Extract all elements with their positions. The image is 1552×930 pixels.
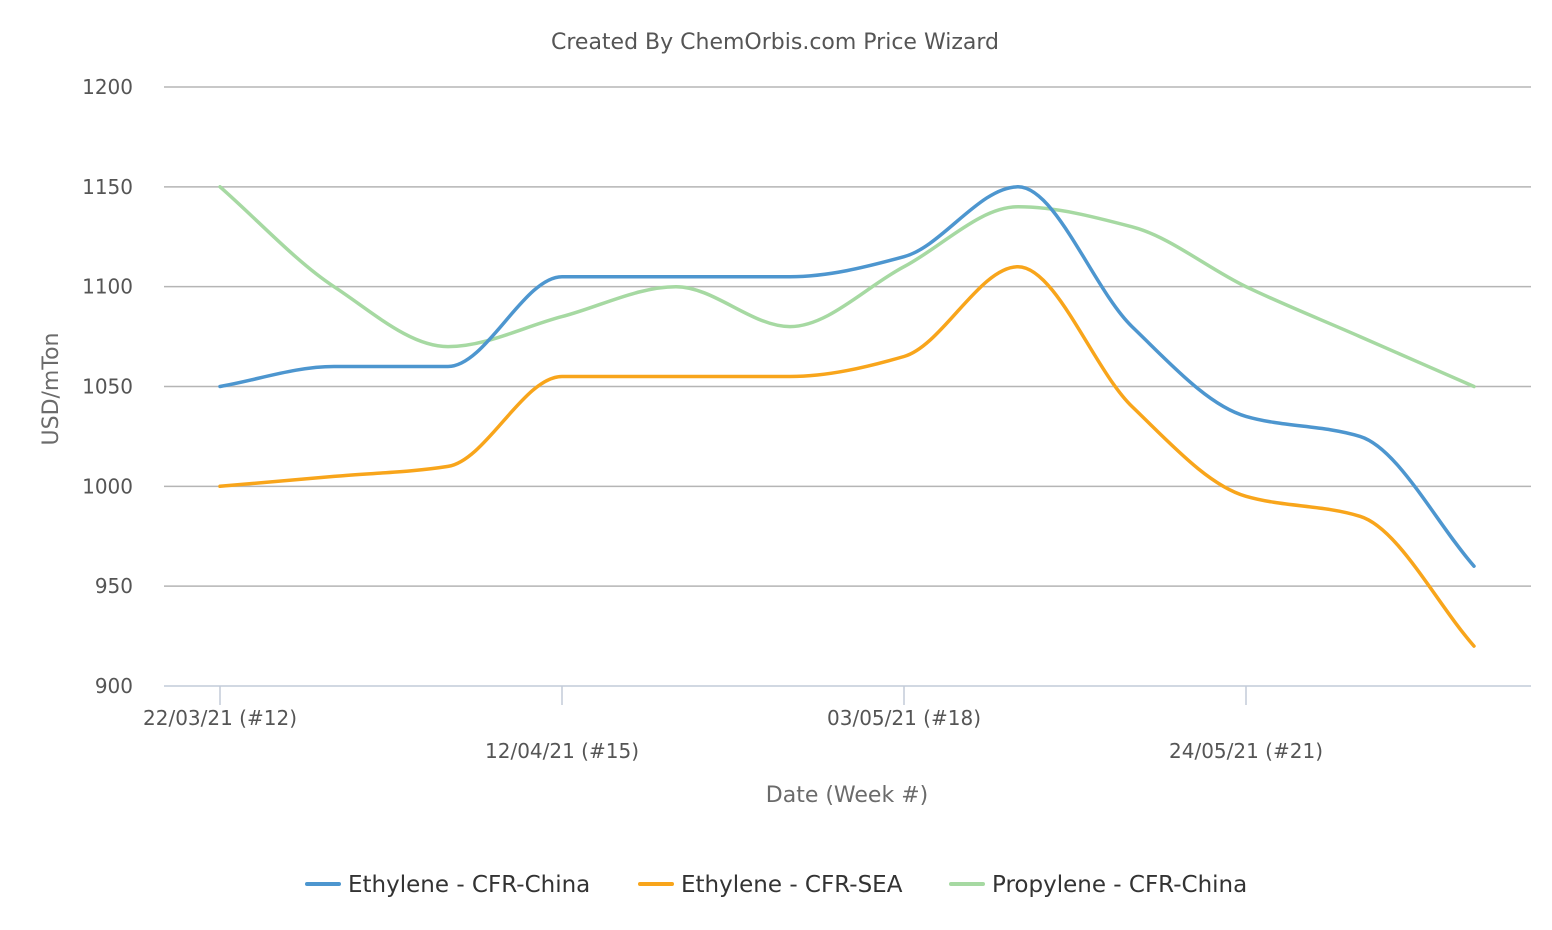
legend-item-1[interactable]: Ethylene - CFR-China <box>305 872 590 898</box>
legend-label: Ethylene - CFR-China <box>348 872 590 898</box>
x-tick-label: 24/05/21 (#21) <box>1169 739 1323 763</box>
y-tick-label: 950 <box>95 574 133 598</box>
series-line-1 <box>218 185 1476 568</box>
x-tick-label: 12/04/21 (#15) <box>485 739 639 763</box>
legend-label: Ethylene - CFR-SEA <box>681 872 903 898</box>
chart-title: Created By ChemOrbis.com Price Wizard <box>551 30 999 55</box>
x-axis-ticks: 22/03/21 (#12) 12/04/21 (#15) 03/05/21 (#1… <box>143 686 1323 763</box>
gridlines <box>164 86 1531 587</box>
series-lines <box>218 185 1476 648</box>
y-tick-label: 900 <box>95 674 133 698</box>
x-axis-label: Date (Week #) <box>766 783 928 808</box>
y-axis-ticks: 900 950 1000 1050 1100 1150 1200 <box>82 75 133 698</box>
series-line-3 <box>218 185 1476 389</box>
y-axis-label: USD/mTon <box>39 333 64 446</box>
y-tick-label: 1000 <box>82 474 133 498</box>
series-line-2 <box>218 264 1476 648</box>
y-tick-label: 1100 <box>82 275 133 299</box>
x-tick-label: 22/03/21 (#12) <box>143 706 297 730</box>
y-tick-label: 1150 <box>82 175 133 199</box>
legend-item-2[interactable]: Ethylene - CFR-SEA <box>638 872 903 898</box>
x-tick-label: 03/05/21 (#18) <box>827 706 981 730</box>
legend: Ethylene - CFR-China Ethylene - CFR-SEA Pr… <box>305 872 1247 898</box>
legend-item-3[interactable]: Propylene - CFR-China <box>949 872 1247 898</box>
y-tick-label: 1050 <box>82 375 133 399</box>
legend-label: Propylene - CFR-China <box>992 872 1247 898</box>
y-tick-label: 1200 <box>82 75 133 99</box>
